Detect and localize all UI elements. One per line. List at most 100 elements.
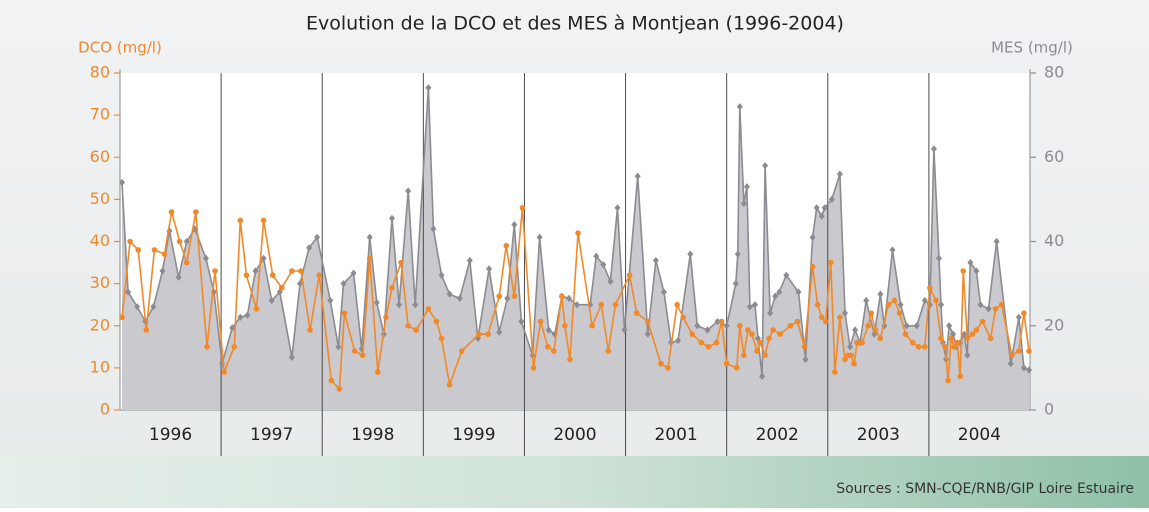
diamond-marker (675, 336, 682, 345)
circle-marker (176, 238, 183, 245)
diamond-marker (405, 187, 412, 195)
diamond-marker (897, 301, 904, 309)
circle-marker (809, 263, 816, 270)
diamond-marker (150, 303, 157, 311)
circle-marker (425, 306, 432, 312)
x-tick-label: 2004 (958, 425, 1001, 445)
circle-marker (737, 322, 743, 329)
circle-marker (231, 344, 238, 350)
diamond-marker (456, 294, 463, 302)
circle-marker (278, 285, 285, 291)
diamond-marker (746, 303, 753, 311)
diamond-marker (260, 254, 267, 262)
circle-marker (762, 352, 768, 359)
circle-marker (957, 373, 964, 380)
circle-marker (485, 331, 491, 337)
diamond-marker (964, 351, 971, 359)
diamond-marker (985, 305, 992, 313)
diamond-marker (993, 237, 1000, 246)
circle-marker (979, 318, 986, 325)
circle-marker (645, 318, 651, 325)
circle-marker (119, 314, 125, 321)
diamond-marker (1025, 366, 1032, 374)
circle-marker (221, 369, 227, 375)
circle-marker (1021, 310, 1027, 316)
diamond-marker (644, 330, 651, 338)
y-axis-label: DCO (mg/l) (78, 39, 162, 57)
diamond-marker (614, 204, 621, 212)
diamond-marker (732, 280, 739, 288)
circle-marker (413, 327, 420, 333)
circle-marker (837, 314, 843, 321)
circle-marker (964, 335, 971, 342)
diamond-marker (743, 183, 750, 191)
circle-marker (511, 293, 518, 300)
circle-marker (307, 327, 313, 333)
circle-marker (902, 331, 909, 337)
circle-marker (723, 360, 730, 367)
circle-marker (896, 310, 903, 316)
diamond-marker (438, 271, 445, 279)
circle-marker (922, 344, 928, 350)
circle-marker (938, 335, 944, 342)
circle-marker (1026, 348, 1032, 354)
diamond-marker (340, 280, 347, 288)
diamond-marker (877, 290, 884, 298)
circle-marker (151, 247, 158, 253)
circle-marker (519, 205, 526, 211)
circle-marker (1009, 352, 1015, 359)
diamond-marker (125, 288, 132, 296)
diamond-marker (704, 326, 711, 334)
diamond-marker (977, 301, 984, 309)
diamond-marker (950, 330, 957, 338)
diamond-marker (134, 303, 141, 311)
y2-tick-label: 40 (1044, 231, 1064, 250)
circle-marker (842, 356, 848, 363)
circle-marker (718, 318, 725, 325)
circle-marker (741, 352, 747, 359)
x-tick-label: 2001 (654, 425, 697, 445)
diamond-marker (175, 273, 182, 281)
diamond-marker (425, 84, 432, 92)
circle-marker (375, 369, 381, 375)
circle-marker (559, 293, 565, 300)
diamond-marker (396, 301, 403, 309)
diamond-marker (466, 256, 473, 265)
diamond-marker (373, 298, 380, 307)
circle-marker (960, 268, 967, 274)
circle-marker (243, 272, 250, 279)
circle-marker (458, 348, 465, 354)
circle-marker (745, 327, 751, 333)
circle-marker (757, 339, 763, 346)
circle-marker (794, 318, 801, 325)
diamond-marker (430, 225, 437, 233)
source-note: Sources : SMN-CQE/RNB/GIP Loire Estuaire (836, 481, 1134, 497)
diamond-marker (714, 317, 721, 326)
diamond-marker (1020, 364, 1027, 372)
diamond-marker (565, 294, 572, 302)
circle-marker (537, 318, 544, 325)
circle-marker (909, 339, 916, 346)
circle-marker (828, 259, 834, 266)
diamond-marker (288, 353, 295, 361)
diamond-marker (783, 271, 790, 279)
circle-marker (801, 344, 808, 350)
circle-marker (135, 247, 141, 253)
diamond-marker (1007, 360, 1014, 368)
circle-marker (766, 335, 772, 342)
circle-marker (168, 209, 175, 215)
y2-tick-label: 0 (1044, 400, 1054, 419)
circle-marker (433, 318, 440, 325)
circle-marker (212, 268, 218, 274)
diamond-marker (504, 294, 511, 302)
y-tick-label: 70 (90, 105, 110, 124)
diamond-marker (474, 334, 481, 342)
circle-marker (269, 272, 276, 279)
diamond-marker (159, 267, 166, 275)
diamond-marker (903, 322, 910, 330)
diamond-marker (1015, 313, 1022, 321)
diamond-marker (821, 204, 828, 212)
circle-marker (389, 285, 395, 291)
diamond-marker (913, 322, 920, 330)
circle-marker (530, 365, 537, 371)
